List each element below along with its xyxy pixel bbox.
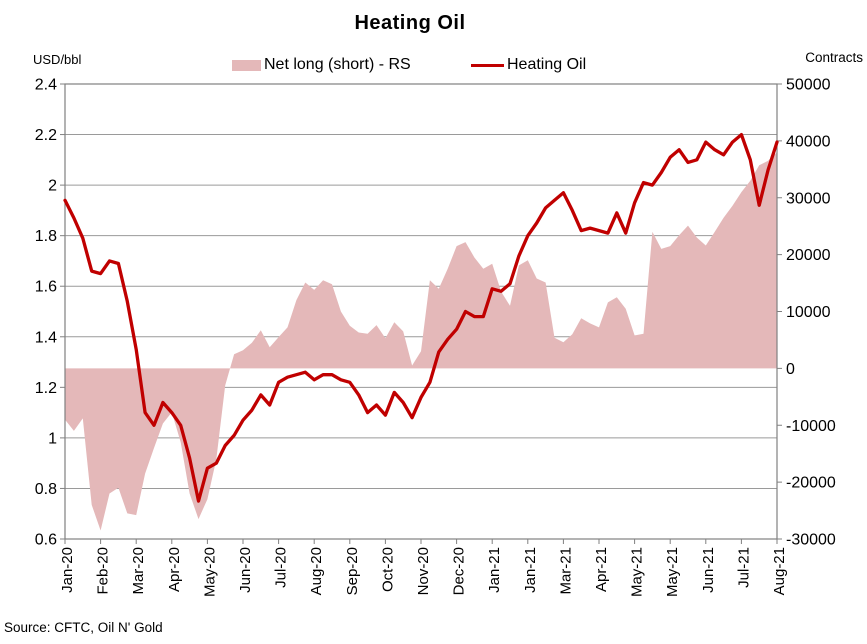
svg-text:May-21: May-21: [629, 547, 646, 597]
svg-text:Jun-21: Jun-21: [700, 547, 717, 593]
svg-text:Feb-20: Feb-20: [95, 547, 112, 595]
svg-text:Aug-21: Aug-21: [771, 547, 788, 595]
svg-text:1.4: 1.4: [35, 329, 57, 346]
svg-text:1.8: 1.8: [35, 228, 57, 245]
heating-oil-line: [63, 132, 779, 503]
svg-text:2.4: 2.4: [35, 77, 57, 94]
svg-text:May-20: May-20: [201, 547, 218, 597]
x-axis-ticks: Jan-20 Feb-20 Mar-20 Apr-20 May-20 Jun-20 Jul-…: [59, 539, 788, 597]
legend-label-heating-oil: Heating Oil: [507, 56, 587, 73]
svg-text:40000: 40000: [786, 133, 831, 150]
svg-text:2: 2: [48, 178, 57, 195]
legend-label-net-long: Net long (short) - RS: [264, 56, 411, 73]
svg-text:Jul-20: Jul-20: [273, 547, 290, 588]
svg-text:Jun-20: Jun-20: [237, 547, 254, 593]
legend-item-heating-oil: Heating Oil: [471, 56, 586, 74]
svg-text:1.6: 1.6: [35, 279, 57, 296]
svg-text:0.6: 0.6: [35, 532, 57, 549]
svg-text:-20000: -20000: [786, 475, 836, 492]
svg-text:Jan-21: Jan-21: [486, 547, 503, 593]
right-axis-unit: Contracts: [805, 50, 863, 65]
left-axis-unit: USD/bbl: [33, 52, 82, 67]
net-long-area: [65, 152, 777, 531]
svg-text:Apr-20: Apr-20: [166, 547, 183, 592]
svg-text:30000: 30000: [786, 190, 831, 207]
svg-text:0: 0: [786, 361, 795, 378]
svg-text:Apr-21: Apr-21: [593, 547, 610, 592]
legend-item-net-long: Net long (short) - RS: [232, 56, 411, 74]
svg-text:Dec-20: Dec-20: [451, 547, 468, 595]
svg-text:50000: 50000: [786, 77, 831, 94]
svg-text:Jan-20: Jan-20: [59, 547, 76, 593]
svg-text:Mar-21: Mar-21: [557, 547, 574, 595]
left-axis-ticks: 2.4 2.2 2 1.8 1.6 1.4 1.2 1 0.8 0.6: [35, 77, 65, 549]
svg-text:Jul-21: Jul-21: [735, 547, 752, 588]
svg-text:10000: 10000: [786, 304, 831, 321]
svg-text:0.8: 0.8: [35, 481, 57, 498]
right-axis-ticks: 50000 40000 30000 20000 10000 0 -10000 -20000 -3…: [777, 77, 836, 549]
chart-title: Heating Oil: [354, 12, 466, 34]
svg-text:Jan-21: Jan-21: [522, 547, 539, 593]
svg-text:Mar-20: Mar-20: [130, 547, 147, 595]
svg-text:20000: 20000: [786, 247, 831, 264]
svg-text:Oct-20: Oct-20: [379, 547, 396, 592]
svg-text:-30000: -30000: [786, 532, 836, 549]
svg-text:1: 1: [48, 430, 57, 447]
area-swatch: [232, 59, 261, 71]
svg-text:May-21: May-21: [664, 547, 681, 597]
source-note: Source: CFTC, Oil N' Gold: [4, 620, 163, 635]
line-swatch: [471, 63, 504, 67]
svg-text:2.2: 2.2: [35, 127, 57, 144]
svg-text:Aug-20: Aug-20: [308, 547, 325, 595]
svg-text:Nov-20: Nov-20: [415, 547, 432, 595]
svg-text:-10000: -10000: [786, 418, 836, 435]
svg-text:Sep-20: Sep-20: [344, 547, 361, 595]
svg-text:1.2: 1.2: [35, 380, 57, 397]
